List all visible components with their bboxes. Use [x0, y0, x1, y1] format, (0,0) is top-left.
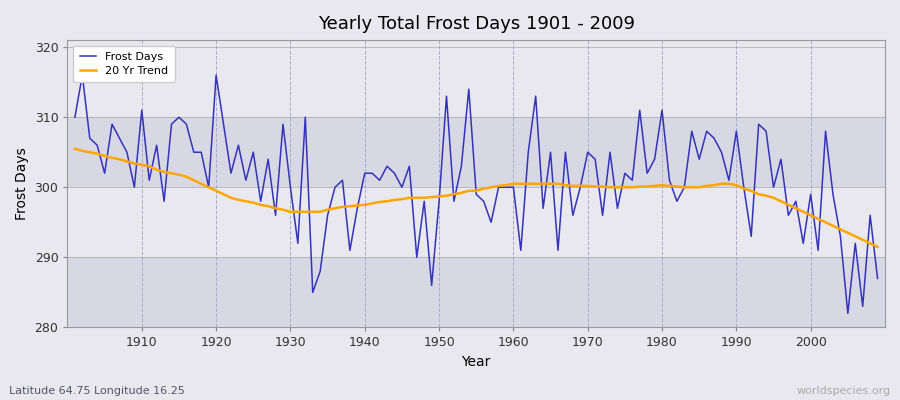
20 Yr Trend [292, 209, 303, 214]
Bar [68, 117, 885, 187]
Frost Days [516, 248, 526, 253]
Frost Days [842, 311, 853, 316]
X-axis label: Year: Year [462, 355, 490, 369]
Title: Yearly Total Frost Days 1901 - 2009: Yearly Total Frost Days 1901 - 2009 [318, 15, 634, 33]
Frost Days [872, 276, 883, 281]
Frost Days [76, 73, 87, 78]
20 Yr Trend [337, 204, 347, 209]
Frost Days [345, 248, 356, 253]
Bar [68, 187, 885, 257]
Bar [68, 257, 885, 328]
Line: Frost Days: Frost Days [75, 75, 878, 314]
20 Yr Trend [508, 181, 518, 186]
Y-axis label: Frost Days: Frost Days [15, 147, 29, 220]
20 Yr Trend [872, 244, 883, 249]
Text: worldspecies.org: worldspecies.org [796, 386, 891, 396]
Bar [68, 47, 885, 117]
Frost Days [137, 108, 148, 112]
20 Yr Trend [129, 161, 140, 166]
Frost Days [605, 150, 616, 155]
20 Yr Trend [69, 146, 80, 151]
20 Yr Trend [598, 184, 608, 189]
Frost Days [508, 185, 518, 190]
Frost Days [69, 115, 80, 120]
Frost Days [300, 115, 310, 120]
20 Yr Trend [500, 183, 511, 188]
Text: Latitude 64.75 Longitude 16.25: Latitude 64.75 Longitude 16.25 [9, 386, 184, 396]
Legend: Frost Days, 20 Yr Trend: Frost Days, 20 Yr Trend [73, 46, 175, 82]
Line: 20 Yr Trend: 20 Yr Trend [75, 149, 878, 247]
